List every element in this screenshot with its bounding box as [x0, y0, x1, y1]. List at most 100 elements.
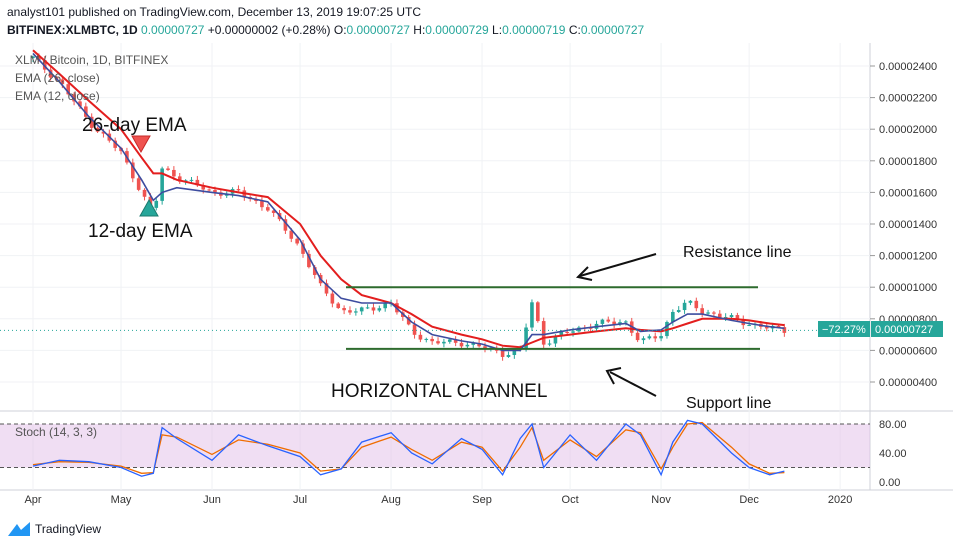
- candle-body: [442, 341, 446, 344]
- y-tick-label: 0.00001800: [879, 156, 937, 168]
- candle-body: [336, 303, 341, 309]
- stoch-label: Stoch (14, 3, 3): [15, 425, 97, 439]
- candle-body: [465, 344, 470, 347]
- candle-body: [688, 300, 693, 303]
- candle-body: [48, 69, 53, 78]
- candle-body: [78, 101, 82, 107]
- candle-body: [177, 176, 182, 182]
- stoch-y-tick-label: 40.00: [879, 448, 907, 460]
- candle-body: [31, 56, 35, 59]
- candle-body: [447, 339, 452, 342]
- candle-body: [747, 324, 751, 326]
- candle-body: [84, 106, 88, 117]
- candle-body: [412, 324, 417, 335]
- stoch-k-line: [32, 419, 785, 477]
- candle-body: [207, 189, 211, 191]
- candle-body: [776, 325, 781, 328]
- high-label: H:: [413, 23, 426, 37]
- candle-body: [307, 253, 311, 268]
- candle-body: [172, 169, 176, 177]
- tradingview-logo[interactable]: TradingView: [8, 522, 101, 536]
- candle-body: [729, 315, 734, 317]
- legend-ema26: EMA (26, close): [15, 71, 100, 85]
- resistance-annotation: Resistance line: [683, 244, 792, 261]
- x-tick-label: Oct: [562, 494, 579, 506]
- candle-body: [95, 127, 100, 132]
- candle-body: [536, 302, 540, 322]
- candle-body: [565, 331, 569, 333]
- candle-body: [471, 342, 476, 345]
- candle-body: [101, 131, 106, 134]
- candle-body: [618, 322, 622, 325]
- ema26-annotation: 26-day EMA: [82, 115, 187, 136]
- candle-body: [682, 302, 687, 311]
- candle-body: [641, 338, 646, 341]
- x-tick-label: Apr: [24, 494, 41, 506]
- symbol-header: BITFINEX:XLMBTC, 1D 0.00000727 +0.000000…: [7, 23, 644, 37]
- candle-body: [189, 179, 194, 181]
- channel-annotation: HORIZONTAL CHANNEL: [331, 381, 547, 402]
- candle-body: [436, 341, 440, 344]
- candle-body: [260, 201, 264, 208]
- candle-body: [723, 316, 728, 318]
- last-price: 0.00000727: [141, 23, 205, 37]
- candle-body: [635, 332, 640, 341]
- support-annotation: Support line: [686, 395, 771, 412]
- candle-body: [453, 339, 458, 343]
- candle-body: [301, 243, 305, 254]
- candle-body: [547, 343, 552, 345]
- x-tick-label: Jun: [203, 494, 221, 506]
- candle-body: [694, 300, 699, 309]
- candle-body: [130, 162, 135, 179]
- open-value: 0.00000727: [346, 23, 410, 37]
- candle-body: [600, 319, 605, 324]
- candle-body: [477, 342, 481, 347]
- candle-body: [324, 283, 329, 294]
- ema12-annotation: 12-day EMA: [88, 221, 193, 242]
- candle-body: [530, 302, 534, 328]
- candle-body: [37, 56, 41, 61]
- candle-body: [266, 207, 270, 211]
- candle-body: [383, 303, 387, 309]
- stoch-y-tick-label: 0.00: [879, 477, 900, 489]
- close-label: C:: [568, 23, 581, 37]
- ema26-line: [32, 49, 785, 349]
- candle-body: [195, 179, 200, 186]
- legend-ema12: EMA (12, close): [15, 89, 100, 103]
- legend-series: XLM / Bitcoin, 1D, BITFINEX: [15, 53, 169, 67]
- candle-body: [236, 189, 241, 191]
- candle-body: [271, 210, 276, 213]
- candle-body: [295, 238, 299, 244]
- candle-body: [541, 321, 546, 345]
- candle-body: [418, 334, 423, 340]
- candle-body: [459, 342, 464, 347]
- x-tick-label: Dec: [739, 494, 759, 506]
- candle-body: [89, 116, 94, 128]
- open-label: O:: [333, 23, 347, 37]
- y-tick-label: 0.00001000: [879, 282, 937, 294]
- candle-body: [424, 338, 429, 340]
- x-tick-label: 2020: [828, 494, 852, 506]
- support-arrow-icon: [605, 367, 622, 385]
- candle-body: [735, 315, 740, 320]
- candle-body: [359, 307, 364, 312]
- high-value: 0.00000729: [425, 23, 489, 37]
- low-label: L:: [492, 23, 503, 37]
- candle-body: [483, 346, 487, 349]
- candle-body: [571, 331, 575, 333]
- ema26-down-arrow-icon: [131, 135, 151, 154]
- x-tick-label: Sep: [472, 494, 492, 506]
- candle-body: [653, 336, 658, 339]
- x-tick-label: May: [111, 494, 132, 506]
- resistance-pointer: [579, 253, 657, 277]
- ema12-up-arrow-icon: [139, 198, 159, 217]
- candle-body: [606, 319, 611, 322]
- x-tick-label: Aug: [381, 494, 401, 506]
- candle-body: [700, 308, 704, 314]
- stoch-y-tick-label: 80.00: [879, 419, 907, 431]
- candle-body: [500, 350, 505, 357]
- candle-body: [371, 307, 376, 311]
- candle-body: [712, 312, 716, 314]
- branding-text: TradingView: [35, 522, 102, 536]
